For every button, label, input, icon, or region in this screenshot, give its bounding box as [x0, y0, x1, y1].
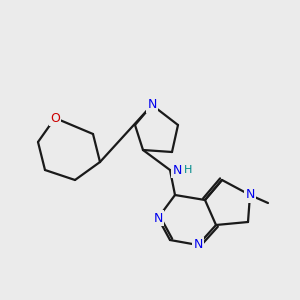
Text: N: N	[172, 164, 182, 176]
Text: N: N	[193, 238, 203, 251]
Text: N: N	[245, 188, 255, 202]
Text: H: H	[184, 165, 192, 175]
Text: N: N	[153, 212, 163, 224]
Text: N: N	[147, 98, 157, 112]
Text: O: O	[50, 112, 60, 124]
